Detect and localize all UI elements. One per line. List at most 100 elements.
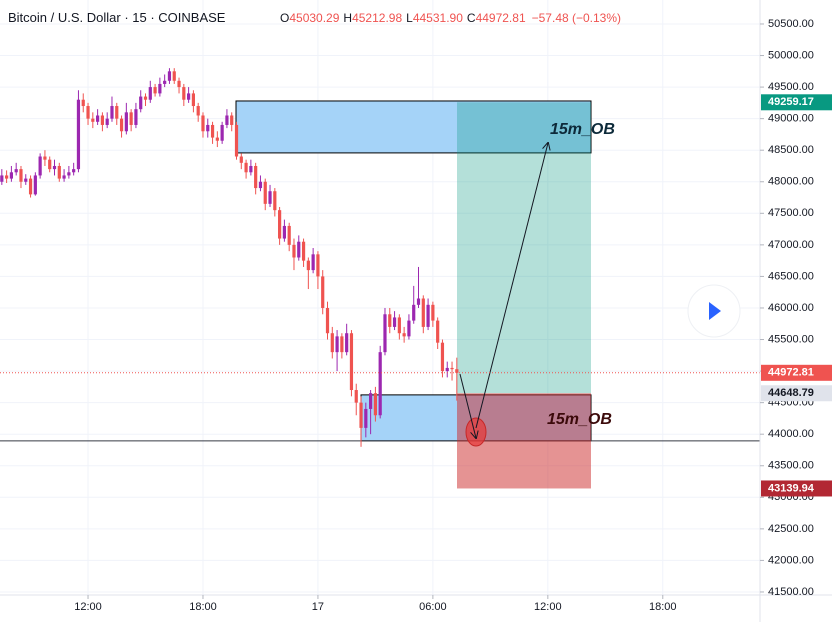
y-tick-label: 50500.00	[768, 18, 814, 30]
price-label: 43139.94	[768, 482, 815, 494]
candle-body	[249, 165, 253, 173]
candle-body	[148, 87, 152, 100]
field-value: 44972.81	[476, 11, 526, 25]
candle-body	[234, 124, 239, 157]
candle-body	[67, 172, 71, 176]
interval: 15	[132, 10, 146, 25]
candle-body	[364, 408, 368, 428]
candle-body	[167, 71, 172, 81]
candle-body	[206, 124, 210, 132]
candle-body	[153, 87, 157, 94]
candle-body	[110, 106, 114, 119]
field-value: 44531.90	[413, 11, 463, 25]
field-value: 45030.29	[289, 11, 339, 25]
candle-body	[450, 367, 454, 370]
axes: 41500.0042000.0042500.0043000.0043500.00…	[74, 18, 832, 613]
candle-body	[81, 99, 85, 107]
price-label: 44648.79	[768, 387, 814, 399]
candle-body	[397, 317, 401, 334]
candle-body	[91, 118, 95, 122]
candle-body	[105, 118, 109, 125]
candle-body	[215, 137, 219, 141]
candle-body	[52, 165, 57, 170]
candle-body	[191, 93, 196, 107]
order-block-label: 15m_OB	[550, 121, 615, 138]
candle-body	[57, 165, 61, 179]
candle-body	[273, 191, 277, 211]
candle-body	[24, 178, 28, 182]
candle-body	[72, 169, 76, 173]
candle-body	[416, 298, 421, 305]
candle-body	[163, 80, 167, 84]
candle-body	[5, 175, 9, 179]
play-icon[interactable]	[709, 302, 721, 320]
y-tick-label: 46000.00	[768, 302, 814, 314]
y-tick-label: 48500.00	[768, 144, 814, 156]
candle-body	[412, 304, 416, 321]
y-tick-label: 48000.00	[768, 176, 814, 188]
y-tick-label: 50000.00	[768, 49, 814, 61]
candle-body	[268, 191, 272, 204]
y-tick-label: 49500.00	[768, 81, 814, 93]
candle-body	[421, 298, 425, 327]
field-key: O	[280, 11, 289, 25]
candle-body	[28, 178, 33, 195]
candle-body	[0, 175, 4, 182]
candle-body	[369, 393, 373, 409]
y-tick-label: 46500.00	[768, 270, 814, 282]
candle-body	[354, 390, 358, 403]
candle-body	[311, 254, 315, 271]
price-label: 49259.17	[768, 96, 814, 108]
candle-body	[33, 175, 37, 195]
price-label: 44972.81	[768, 367, 814, 379]
candle-body	[263, 181, 267, 204]
candle-body	[124, 112, 128, 132]
candle-body	[143, 96, 148, 100]
price-label-box	[761, 364, 832, 381]
candle-body	[220, 124, 224, 141]
candle-body	[62, 175, 66, 179]
candle-body	[455, 369, 459, 373]
candle-body	[407, 320, 411, 337]
candle-body	[383, 314, 387, 353]
y-tick-label: 45500.00	[768, 333, 814, 345]
candle-body	[278, 210, 282, 239]
candle-body	[19, 169, 23, 182]
candle-body	[119, 118, 124, 132]
play-button[interactable]	[687, 284, 741, 338]
x-tick-label: 18:00	[649, 601, 677, 613]
candle-body	[373, 393, 378, 416]
candle-body	[239, 156, 243, 163]
change: −57.48 (−0.13%)	[532, 11, 621, 25]
candle-body	[349, 333, 354, 391]
candle-body	[392, 317, 397, 327]
ohlc-values: O45030.29 H45212.98 L44531.90 C44972.81 −57.…	[280, 11, 621, 25]
candle-body	[325, 307, 330, 334]
exchange: COINBASE	[158, 10, 226, 25]
x-tick-label: 06:00	[419, 601, 447, 613]
y-tick-label: 47000.00	[768, 239, 814, 251]
symbol: Bitcoin / U.S. Dollar	[8, 10, 121, 25]
candle-body	[96, 115, 100, 122]
candle-body	[258, 181, 263, 189]
candle-body	[292, 244, 296, 258]
candle-body	[426, 304, 430, 327]
candle-body	[48, 159, 52, 170]
candle-body	[254, 165, 258, 189]
candle-body	[378, 352, 382, 416]
y-tick-label: 41500.00	[768, 586, 814, 598]
candle-body	[282, 225, 287, 239]
y-tick-label: 42500.00	[768, 523, 814, 535]
candle-body	[158, 83, 162, 94]
y-tick-label: 43500.00	[768, 460, 814, 472]
candle-body	[359, 402, 363, 428]
candle-body	[335, 336, 339, 353]
candle-body	[340, 336, 344, 353]
candle-body	[100, 115, 104, 125]
candle-body	[177, 80, 181, 88]
x-tick-label: 12:00	[74, 601, 102, 613]
grid	[0, 0, 760, 595]
candle-body	[76, 99, 81, 170]
candle-body	[345, 333, 349, 353]
candle-body	[431, 304, 435, 321]
